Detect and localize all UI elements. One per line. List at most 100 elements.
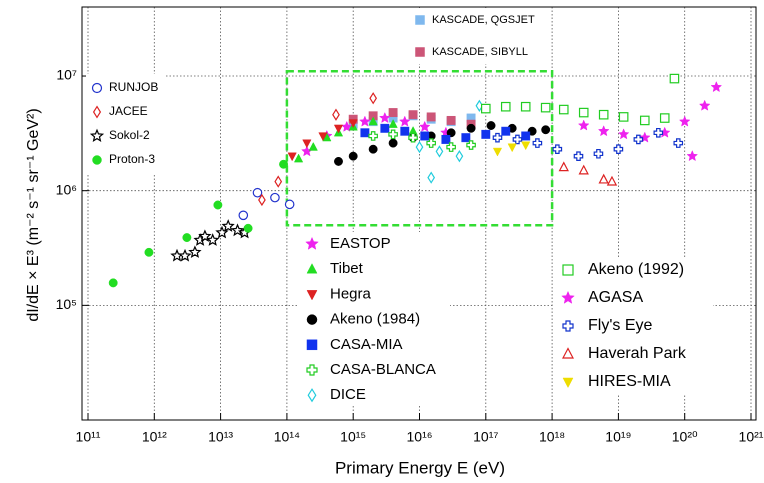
legend-marker — [562, 320, 574, 332]
marker — [577, 119, 590, 131]
marker — [302, 139, 312, 149]
legend-label: KASCADE, QGSJET — [432, 14, 535, 26]
legend-label: Tibet — [330, 260, 364, 277]
marker — [512, 134, 523, 145]
legend-label: JACEE — [109, 104, 148, 118]
data-points — [108, 73, 723, 288]
marker — [144, 247, 154, 257]
legend-label: HIRES-MIA — [588, 373, 671, 390]
marker — [182, 233, 192, 243]
marker — [606, 175, 618, 186]
marker — [215, 225, 229, 239]
marker — [426, 138, 436, 148]
marker — [318, 132, 328, 142]
legend-marker — [307, 388, 317, 403]
marker — [639, 115, 650, 126]
legend-marker — [562, 264, 574, 276]
marker — [408, 110, 418, 120]
marker — [368, 116, 378, 126]
marker — [284, 199, 295, 210]
legend: RUNJOB JACEE Sokol-2 Proton-3 — [86, 74, 166, 174]
legend-label: Haverah Park — [588, 345, 687, 362]
x-tick-label: 10¹³ — [208, 429, 233, 445]
marker — [558, 161, 569, 172]
marker — [461, 133, 471, 143]
marker — [481, 129, 491, 139]
x-tick-label: 10¹² — [142, 429, 167, 445]
legend-marker — [306, 290, 318, 301]
marker — [270, 192, 280, 203]
marker — [500, 101, 511, 112]
marker — [418, 120, 431, 132]
marker — [426, 112, 436, 122]
legend-marker — [561, 290, 575, 304]
marker — [481, 103, 491, 114]
marker — [258, 193, 266, 207]
marker — [415, 140, 424, 154]
x-tick-label: 10¹⁹ — [605, 429, 631, 445]
legend-label: DICE — [330, 386, 366, 403]
marker — [541, 125, 551, 135]
marker — [686, 150, 699, 162]
marker — [348, 119, 358, 129]
marker — [593, 148, 604, 159]
marker — [521, 131, 531, 141]
x-tick-label: 10¹⁷ — [473, 429, 498, 445]
legend-label: Proton-3 — [109, 152, 155, 166]
marker — [188, 245, 202, 258]
marker — [552, 144, 563, 155]
marker — [274, 175, 283, 188]
legend-label: CASA-BLANCA — [330, 361, 436, 378]
marker — [573, 151, 584, 161]
legend-marker — [306, 263, 318, 274]
legend-marker — [89, 128, 105, 142]
marker — [213, 200, 223, 210]
legend-label: Sokol-2 — [109, 128, 150, 142]
marker — [308, 141, 318, 151]
marker — [360, 128, 370, 138]
legend-label: Hegra — [330, 285, 372, 302]
marker — [540, 102, 551, 113]
marker — [678, 115, 691, 127]
y-tick-label: 10⁵ — [56, 296, 77, 312]
x-tick-label: 10²⁰ — [672, 429, 698, 445]
marker — [613, 144, 624, 155]
marker — [521, 141, 531, 151]
legend-marker — [415, 47, 425, 57]
marker — [368, 131, 378, 141]
marker — [334, 156, 343, 166]
marker — [558, 104, 569, 115]
marker — [369, 92, 378, 105]
marker — [108, 278, 118, 288]
marker — [388, 138, 398, 148]
marker — [427, 171, 436, 184]
x-tick-label: 10¹⁸ — [539, 429, 565, 445]
legend-marker — [92, 105, 102, 119]
marker — [446, 128, 456, 138]
x-axis-label: Primary Energy E (eV) — [335, 458, 505, 477]
marker — [388, 129, 398, 140]
x-tick-label: 10¹⁶ — [407, 429, 433, 445]
highlight-box — [285, 70, 554, 227]
marker — [178, 248, 192, 262]
x-tick-label: 10¹⁴ — [274, 429, 300, 445]
marker — [441, 134, 451, 144]
legend-marker — [562, 377, 574, 389]
legend-label: CASA-MIA — [330, 336, 403, 353]
marker — [243, 223, 253, 233]
marker — [279, 159, 288, 169]
marker — [698, 99, 711, 111]
legend-box — [404, 8, 544, 64]
marker — [333, 124, 344, 134]
legend-box — [553, 257, 713, 395]
marker — [673, 138, 684, 148]
marker — [507, 143, 517, 153]
marker — [446, 142, 456, 152]
legend-box — [298, 232, 450, 404]
legend-marker — [415, 15, 425, 25]
marker — [238, 210, 249, 221]
marker — [578, 107, 589, 118]
marker — [388, 108, 398, 118]
marker — [408, 132, 418, 143]
